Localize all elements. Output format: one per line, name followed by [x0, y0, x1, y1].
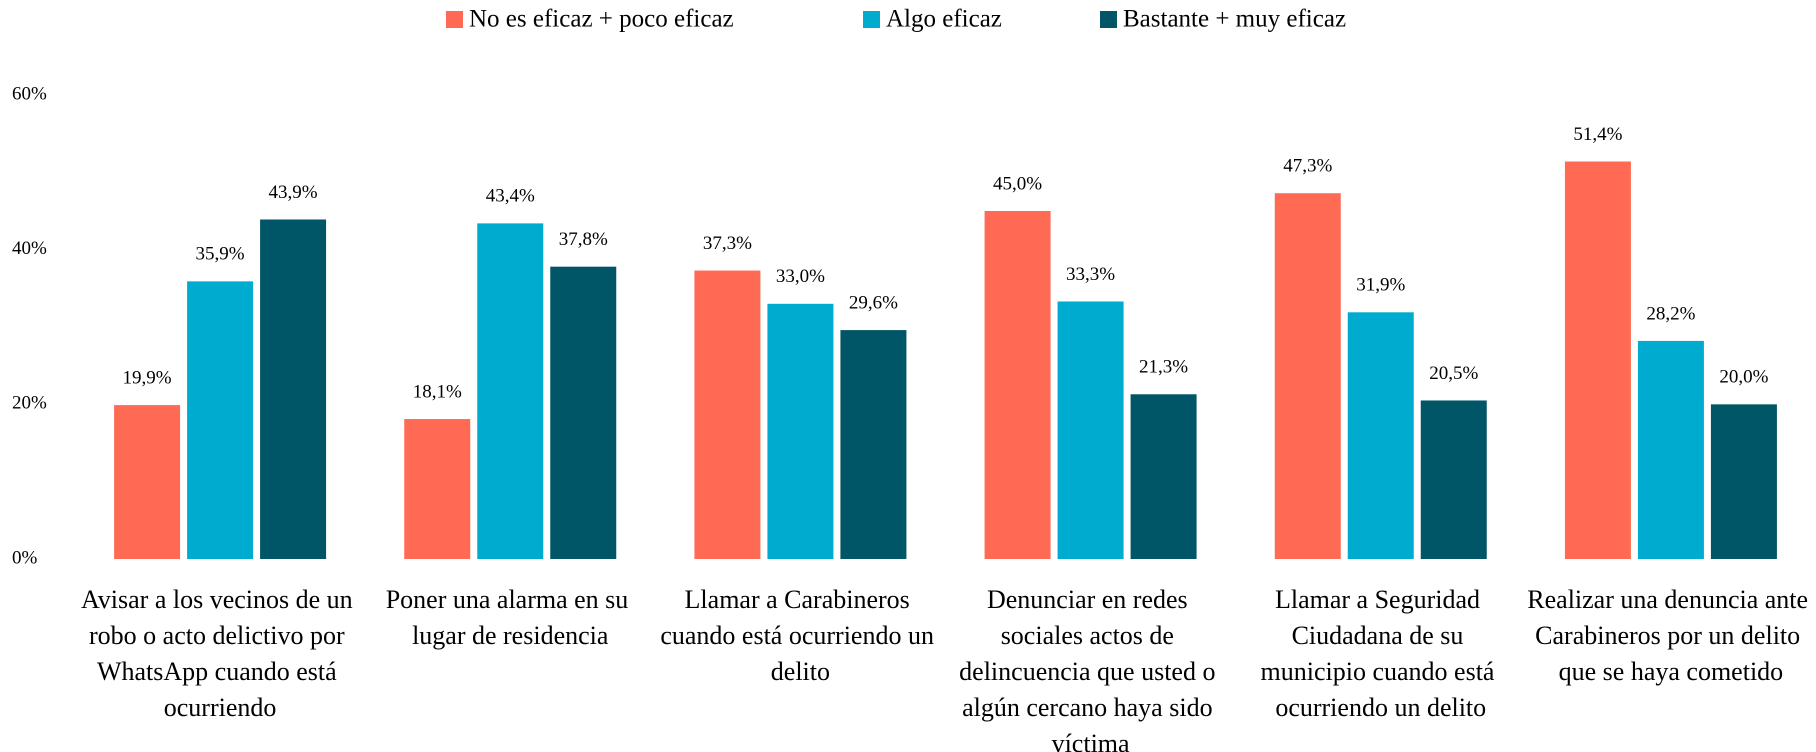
y-tick-label: 20%	[12, 393, 47, 414]
x-tick-label-line: Poner una alarma en su	[386, 585, 635, 614]
value-label: 29,6%	[849, 292, 898, 313]
value-label: 20,0%	[1719, 367, 1768, 388]
value-label: 19,9%	[123, 367, 172, 388]
bar	[477, 223, 544, 559]
bar	[1637, 340, 1704, 559]
y-tick-label: 40%	[12, 238, 47, 259]
bar	[1274, 193, 1341, 560]
legend-swatch	[446, 11, 463, 28]
legend-swatch	[863, 11, 880, 28]
x-tick-label: Avisar a los vecinos de un robo o acto d…	[81, 585, 359, 722]
value-label: 28,2%	[1646, 303, 1695, 324]
legend-swatch	[1100, 11, 1117, 28]
x-tick-label-line: Ciudadana de su	[1292, 621, 1470, 650]
value-label: 31,9%	[1356, 275, 1405, 296]
bar	[550, 266, 617, 559]
value-label: 37,8%	[559, 229, 608, 250]
bar	[984, 211, 1051, 559]
bar	[114, 405, 181, 559]
x-tick-label-line: delincuencia que usted o	[959, 657, 1222, 686]
x-tick-label: Llamar a Carabineros cuando está ocurrie…	[660, 585, 940, 686]
bar	[1420, 400, 1487, 559]
bar	[1347, 312, 1414, 559]
x-tick-label-line: Llamar a Seguridad	[1275, 585, 1487, 614]
x-tick-label-line: algún cercano haya sido	[962, 693, 1219, 722]
value-label: 35,9%	[196, 244, 245, 265]
bar	[187, 281, 254, 559]
legend-label: Algo eficaz	[886, 6, 1002, 33]
value-label: 45,0%	[993, 173, 1042, 194]
value-label: 51,4%	[1573, 124, 1622, 145]
bar	[1710, 404, 1777, 559]
value-label: 47,3%	[1283, 156, 1332, 177]
x-tick-label-line: que se haya cometido	[1559, 657, 1784, 686]
bar	[1564, 161, 1631, 560]
value-label: 18,1%	[413, 381, 462, 402]
x-tick-label-line: ocurriendo un delito	[1275, 693, 1486, 722]
bar	[1057, 301, 1124, 559]
x-tick-label: Denunciar en redes sociales actos de del…	[959, 585, 1222, 752]
x-tick-label: Realizar una denuncia ante Carabineros p…	[1527, 585, 1814, 686]
value-label: 33,3%	[1066, 264, 1115, 285]
value-label: 43,4%	[486, 186, 535, 207]
y-tick-label: 0%	[12, 547, 38, 568]
x-tick-label-line: víctima	[1052, 729, 1130, 752]
x-tick-label-line: delito	[771, 657, 830, 686]
x-tick-label-line: Realizar una denuncia ante	[1527, 585, 1814, 614]
bar	[694, 270, 761, 559]
value-label: 43,9%	[269, 182, 318, 203]
bar	[1130, 394, 1197, 559]
x-tick-label-line: Llamar a Carabineros	[685, 585, 917, 614]
x-tick-label-line: robo o acto delictivo por	[89, 621, 351, 650]
x-tick-label-line: sociales actos de	[1001, 621, 1181, 650]
x-tick-label: Poner una alarma en su lugar de residenc…	[386, 585, 635, 650]
bar	[404, 419, 471, 559]
bar	[767, 303, 834, 559]
legend-label: Bastante + muy eficaz	[1123, 6, 1346, 33]
x-tick-label-line: municipio cuando está	[1261, 657, 1501, 686]
x-tick-label-line: Avisar a los vecinos de un	[81, 585, 359, 614]
x-tick-label-line: WhatsApp cuando está	[97, 657, 343, 686]
x-tick-label-line: ocurriendo	[164, 693, 277, 722]
legend-label: No es eficaz + poco eficaz	[469, 6, 734, 33]
value-label: 37,3%	[703, 233, 752, 254]
bar	[260, 219, 327, 560]
x-tick-label-line: lugar de residencia	[412, 621, 609, 650]
x-tick-label-line: cuando está ocurriendo un	[660, 621, 940, 650]
x-tick-label: Llamar a Seguridad Ciudadana de su munic…	[1261, 585, 1501, 722]
y-tick-label: 60%	[12, 83, 47, 104]
x-tick-label-line: Denunciar en redes	[987, 585, 1194, 614]
value-label: 21,3%	[1139, 357, 1188, 378]
bar	[840, 330, 907, 559]
value-label: 20,5%	[1429, 363, 1478, 384]
value-label: 33,0%	[776, 266, 825, 287]
x-tick-label-line: Carabineros por un delito	[1535, 621, 1807, 650]
